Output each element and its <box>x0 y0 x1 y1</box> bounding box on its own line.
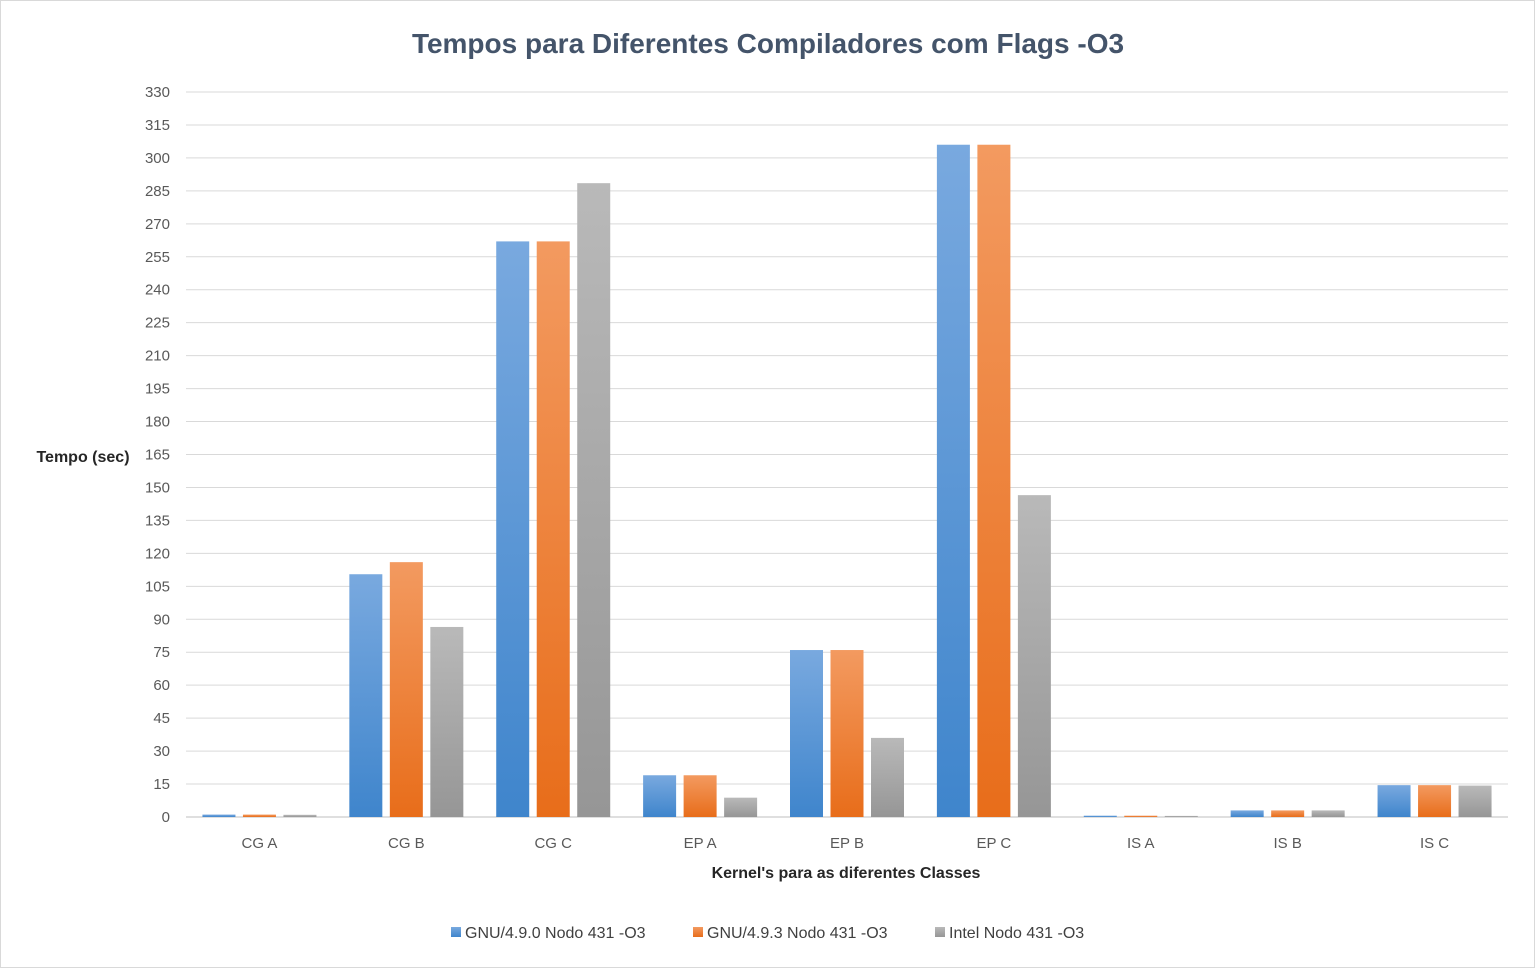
bar <box>871 737 904 817</box>
bar <box>536 241 570 818</box>
y-tick-label: 285 <box>145 183 170 200</box>
y-tick-label: 330 <box>145 84 170 101</box>
x-tick-label: EP B <box>830 835 864 852</box>
bar <box>1083 815 1117 817</box>
y-tick-label: 120 <box>145 545 170 562</box>
bars <box>202 144 1492 818</box>
x-tick-label: EP C <box>977 835 1012 852</box>
x-tick-label: IS B <box>1273 835 1301 852</box>
y-tick-label: 15 <box>153 776 170 793</box>
y-tick-label: 75 <box>153 644 170 661</box>
legend-swatch <box>693 927 703 937</box>
x-axis-label: Kernel's para as diferentes Classes <box>712 865 981 882</box>
y-tick-label: 45 <box>153 710 170 727</box>
bar <box>724 797 758 817</box>
bar <box>683 775 717 817</box>
x-tick-label: IS C <box>1420 835 1449 852</box>
legend-label: GNU/4.9.3 Nodo 431 -O3 <box>707 925 888 942</box>
bar <box>1418 785 1452 817</box>
bar <box>1124 815 1158 817</box>
bar <box>496 241 530 818</box>
y-tick-label: 105 <box>145 578 170 595</box>
y-axis-ticks: 0 15 30 45 60 75 90 105 120 135 150 165 180 195 210 225… <box>145 84 170 826</box>
y-tick-label: 90 <box>153 611 170 628</box>
bar <box>977 144 1011 817</box>
y-tick-label: 270 <box>145 216 170 233</box>
y-tick-label: 255 <box>145 249 170 266</box>
legend-label: Intel Nodo 431 -O3 <box>949 925 1084 942</box>
y-axis-label: Tempo (sec) <box>36 449 129 466</box>
bar <box>389 562 423 817</box>
y-tick-label: 150 <box>145 479 170 496</box>
bar <box>283 814 317 817</box>
y-tick-label: 180 <box>145 414 170 431</box>
y-tick-label: 165 <box>145 447 170 464</box>
legend-swatch <box>451 927 461 937</box>
y-tick-label: 300 <box>145 150 170 167</box>
y-tick-label: 240 <box>145 282 170 299</box>
bar <box>349 574 383 817</box>
y-tick-label: 30 <box>153 743 170 760</box>
bar <box>1377 785 1411 817</box>
y-tick-label: 195 <box>145 381 170 398</box>
y-tick-label: 315 <box>145 117 170 134</box>
x-tick-label: EP A <box>684 835 717 852</box>
y-tick-label: 210 <box>145 348 170 365</box>
y-tick-label: 60 <box>153 677 170 694</box>
bar <box>1271 810 1305 817</box>
chart-title: Tempos para Diferentes Compiladores com … <box>412 28 1124 59</box>
legend-label: GNU/4.9.0 Nodo 431 -O3 <box>465 925 646 942</box>
bar <box>1164 815 1198 817</box>
bar <box>643 775 677 817</box>
legend-swatch <box>935 927 945 937</box>
bar <box>1017 495 1051 817</box>
y-tick-label: 135 <box>145 512 170 529</box>
bar <box>202 814 236 817</box>
bar <box>1230 810 1264 817</box>
y-tick-label: 225 <box>145 315 170 332</box>
bar <box>430 626 464 817</box>
x-axis-ticks: CG A CG B CG C EP A EP B EP C IS A IS B IS C <box>242 835 1450 852</box>
x-tick-label: IS A <box>1127 835 1155 852</box>
bar <box>830 650 864 817</box>
x-tick-label: CG A <box>242 835 278 852</box>
x-tick-label: CG C <box>534 835 572 852</box>
bar <box>1458 785 1492 817</box>
bar <box>790 650 823 817</box>
bar <box>936 144 970 817</box>
bar <box>1311 810 1345 817</box>
y-tick-label: 0 <box>162 809 170 826</box>
bar <box>242 814 276 817</box>
x-tick-label: CG B <box>388 835 425 852</box>
bar <box>577 183 611 817</box>
legend: GNU/4.9.0 Nodo 431 -O3 GNU/4.9.3 Nodo 431… <box>451 925 1084 942</box>
